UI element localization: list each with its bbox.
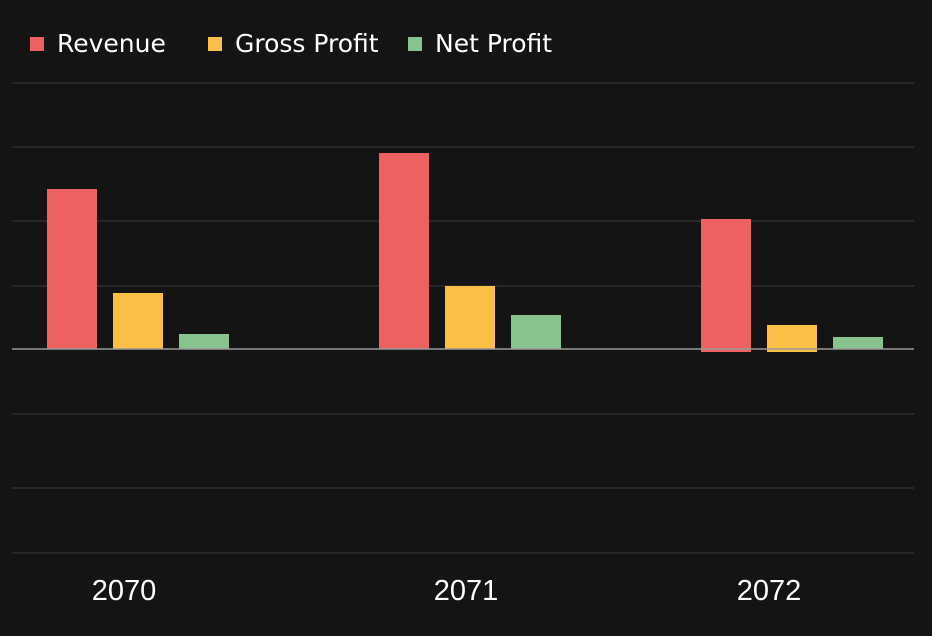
legend-item-revenue: Revenue <box>30 29 166 58</box>
legend: Revenue Gross Profit Net Profit <box>30 29 552 58</box>
bar-revenue-2070 <box>47 189 97 349</box>
legend-item-gross-profit: Gross Profit <box>208 29 379 58</box>
x-axis-tick-labels: 2070 2071 2072 <box>92 575 802 607</box>
bars <box>47 153 883 352</box>
bar-revenue-2072 <box>701 219 751 349</box>
bar-net-profit-2072 <box>833 337 883 349</box>
bar-net-profit-2070 <box>179 334 229 349</box>
bar-revenue-2071 <box>379 153 429 349</box>
x-tick-label-2072: 2072 <box>737 575 802 607</box>
x-tick-label-2070: 2070 <box>92 575 157 607</box>
bar-negative-gross-profit-2072 <box>767 349 817 352</box>
legend-swatch-net-profit <box>408 37 422 51</box>
legend-swatch-revenue <box>30 37 44 51</box>
bar-negative-revenue-2072 <box>701 349 751 352</box>
bar-gross-profit-2071 <box>445 286 495 349</box>
legend-label-gross-profit: Gross Profit <box>235 29 379 58</box>
legend-swatch-gross-profit <box>208 37 222 51</box>
legend-item-net-profit: Net Profit <box>408 29 552 58</box>
bar-gross-profit-2072 <box>767 325 817 349</box>
bar-gross-profit-2070 <box>113 293 163 349</box>
bar-net-profit-2071 <box>511 315 561 349</box>
legend-label-revenue: Revenue <box>57 29 166 58</box>
legend-label-net-profit: Net Profit <box>435 29 552 58</box>
gridlines <box>12 82 914 554</box>
x-tick-label-2071: 2071 <box>434 575 499 607</box>
